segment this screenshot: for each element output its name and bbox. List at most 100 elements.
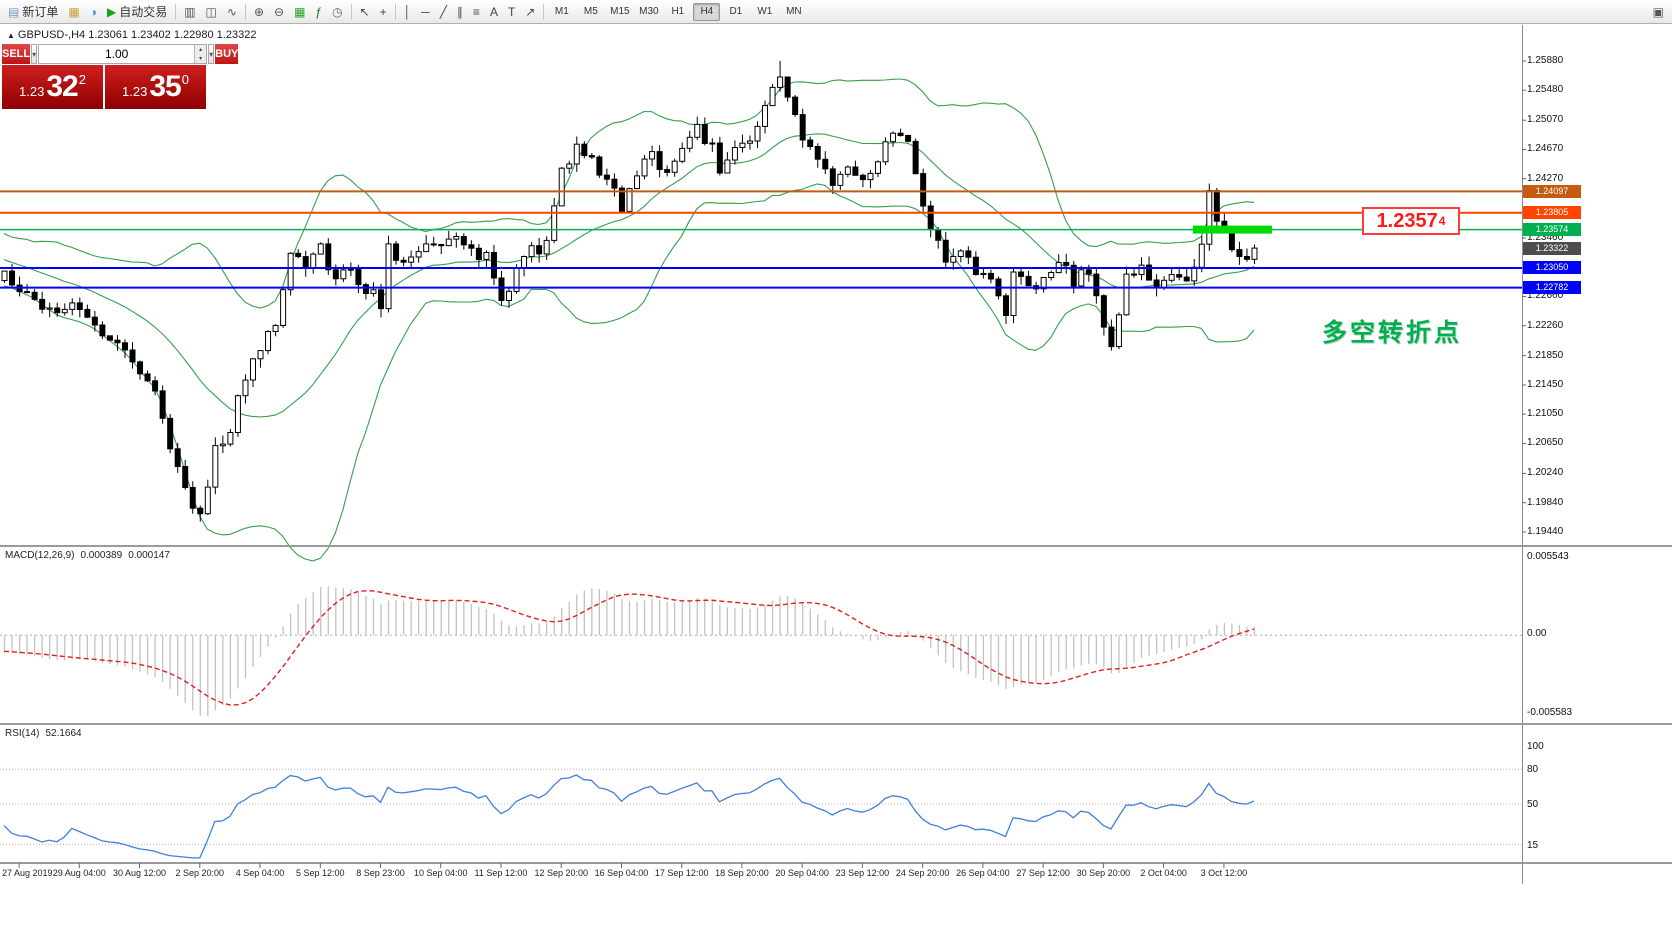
price-scale-label[interactable]: 1.24670 — [1527, 143, 1564, 155]
time-axis-label[interactable]: 26 Sep 04:00 — [956, 868, 1010, 878]
price-line-tag: 1.23805 — [1523, 206, 1581, 220]
buy-header[interactable]: BUY — [215, 44, 239, 64]
price-scale-label[interactable]: 1.25880 — [1527, 54, 1564, 66]
crosshair-icon-glyph: + — [379, 4, 387, 19]
price-line-tag: 1.23050 — [1523, 261, 1581, 275]
price-callout-label[interactable]: 1.2357 4 — [1362, 207, 1460, 235]
time-axis-label[interactable]: 12 Sep 20:00 — [534, 868, 588, 878]
buy-dropdown[interactable]: ▾ — [208, 44, 215, 64]
toolbar-separator — [543, 3, 545, 20]
bars-chart-icon[interactable]: ▥ — [179, 2, 200, 22]
time-axis-label[interactable]: 10 Sep 04:00 — [413, 868, 468, 878]
timeframe-m5[interactable]: M5 — [583, 6, 598, 17]
price-scale-label[interactable]: 1.20240 — [1527, 467, 1564, 479]
time-axis-label[interactable]: 16 Sep 04:00 — [594, 868, 649, 878]
time-axis-label[interactable]: 24 Sep 20:00 — [895, 868, 950, 878]
timeframe-m1[interactable]: M1 — [554, 6, 569, 17]
buy-button[interactable]: 1.23 35 0 — [105, 65, 206, 109]
time-axis-label[interactable]: 23 Sep 12:00 — [835, 868, 890, 878]
time-axis-label[interactable]: 4 Sep 04:00 — [235, 868, 285, 878]
candlestick-chart-icon-glyph: ◫ — [205, 4, 217, 19]
zoom-in-icon[interactable]: ⊕ — [249, 2, 269, 22]
community-icon[interactable]: ◑ — [85, 2, 102, 22]
time-axis-label[interactable]: 3 Oct 12:00 — [1200, 868, 1248, 878]
time-axis-label[interactable]: 20 Sep 04:00 — [775, 868, 829, 878]
macd-pane — [0, 586, 1522, 716]
timeframe-h1[interactable]: H1 — [671, 6, 685, 17]
volume-down-button[interactable]: ▾ — [194, 54, 207, 63]
volume-up-button[interactable]: ▴ — [194, 45, 207, 54]
collapse-panel-icon[interactable]: ▲ — [7, 31, 15, 40]
timeframe-h4[interactable]: H4 — [693, 2, 721, 21]
chart-symbol-ohlc: ▲ GBPUSD-,H4 1.23061 1.23402 1.22980 1.23… — [7, 29, 256, 41]
crosshair-icon[interactable]: + — [375, 2, 392, 22]
time-axis-label[interactable]: 29 Aug 04:00 — [52, 868, 106, 878]
toolbar-separator — [394, 3, 396, 20]
price-scale-label[interactable]: 1.21850 — [1527, 349, 1564, 361]
volume-input[interactable] — [39, 45, 195, 63]
highlight-zone — [1193, 225, 1272, 234]
sell-button[interactable]: 1.23 32 2 — [2, 65, 103, 109]
chart-profiles-icon-glyph: ▦ — [68, 4, 80, 19]
time-axis-label[interactable]: 11 Sep 12:00 — [474, 868, 528, 878]
price-scale-label[interactable]: 1.25070 — [1527, 114, 1564, 126]
time-axis-label[interactable]: 30 Aug 12:00 — [113, 868, 167, 878]
timeframe-d1[interactable]: D1 — [729, 6, 743, 17]
chart-profiles-icon[interactable]: ▦ — [63, 2, 84, 22]
horizontal-line-objects[interactable] — [0, 190, 1522, 289]
price-scale-label[interactable]: 1.19440 — [1527, 525, 1564, 537]
time-axis-label[interactable]: 27 Sep 12:00 — [1016, 868, 1070, 878]
vertical-line-icon[interactable]: │ — [399, 2, 417, 22]
time-axis-label[interactable]: 18 Sep 20:00 — [715, 868, 769, 878]
sell-header[interactable]: SELL — [2, 44, 31, 64]
price-scale-label[interactable]: 1.21450 — [1527, 378, 1564, 390]
line-chart-icon[interactable]: ∿ — [222, 2, 242, 22]
price-scale-label[interactable]: 1.22660 — [1527, 290, 1564, 302]
text-icon[interactable]: A — [485, 2, 503, 22]
time-axis-label[interactable]: 8 Sep 23:00 — [356, 868, 405, 878]
bars-chart-icon-glyph: ▥ — [184, 4, 196, 19]
price-scale-label[interactable]: 1.23460 — [1527, 231, 1564, 243]
timeframe-m15[interactable]: M15 — [610, 6, 630, 17]
label-icon[interactable]: T — [503, 2, 520, 22]
time-axis-label[interactable]: 5 Sep 12:00 — [295, 868, 345, 878]
price-scale-label[interactable]: 1.21050 — [1527, 408, 1564, 420]
panel-separators — [0, 25, 1672, 884]
horizontal-line-icon[interactable]: ─ — [416, 2, 435, 22]
time-axis-label[interactable]: 30 Sep 20:00 — [1076, 868, 1131, 878]
period-icon[interactable]: ◷ — [327, 2, 347, 22]
line-chart-icon-glyph: ∿ — [226, 4, 237, 19]
cursor-icon[interactable]: ↖ — [355, 2, 375, 22]
fibonacci-icon[interactable]: ≡ — [468, 2, 485, 22]
new-order-button[interactable]: ▤ 新订单 — [3, 2, 63, 22]
timeframe-m30[interactable]: M30 — [639, 6, 659, 17]
time-axis-label[interactable]: 17 Sep 12:00 — [654, 868, 709, 878]
time-axis-label[interactable]: 2 Oct 04:00 — [1140, 868, 1187, 878]
price-scale-label[interactable]: 1.22260 — [1527, 319, 1564, 331]
sell-dropdown[interactable]: ▾ — [31, 44, 38, 64]
timeframe-mn[interactable]: MN — [786, 6, 802, 17]
community-icon-glyph: ◑ — [89, 4, 97, 19]
candlestick-chart-icon[interactable]: ◫ — [201, 2, 222, 22]
tile-windows-icon[interactable]: ▦ — [289, 2, 310, 22]
volume-field-wrap: ▴ ▾ — [38, 44, 208, 64]
zoom-out-icon[interactable]: ⊖ — [269, 2, 289, 22]
timeframe-w1[interactable]: W1 — [757, 6, 773, 17]
time-axis-label[interactable]: 2 Sep 20:00 — [175, 868, 225, 878]
price-scale-label[interactable]: 1.25480 — [1527, 84, 1564, 96]
price-scale-label[interactable]: 1.19840 — [1527, 496, 1564, 508]
macd-scale-zero: 0.00 — [1527, 628, 1547, 639]
arrows-icon[interactable]: ↗ — [520, 2, 540, 22]
price-scale-label[interactable]: 1.24270 — [1527, 172, 1564, 184]
autotrading-button[interactable]: ▶ 自动交易 — [102, 2, 172, 22]
time-axis-label[interactable]: 27 Aug 2019 — [2, 868, 53, 878]
period-icon-glyph: ◷ — [332, 4, 343, 19]
zoom-out-icon-glyph: ⊖ — [274, 4, 285, 19]
price-scale-label[interactable]: 1.20650 — [1527, 437, 1564, 449]
trendline-icon[interactable]: ╱ — [435, 2, 452, 22]
channel-icon[interactable]: ∥ — [452, 2, 468, 22]
turning-point-annotation[interactable]: 多空转折点 — [1322, 319, 1463, 347]
indicators-icon[interactable]: ƒ — [310, 2, 327, 22]
window-layout-icon[interactable]: ▣ — [1648, 2, 1669, 22]
